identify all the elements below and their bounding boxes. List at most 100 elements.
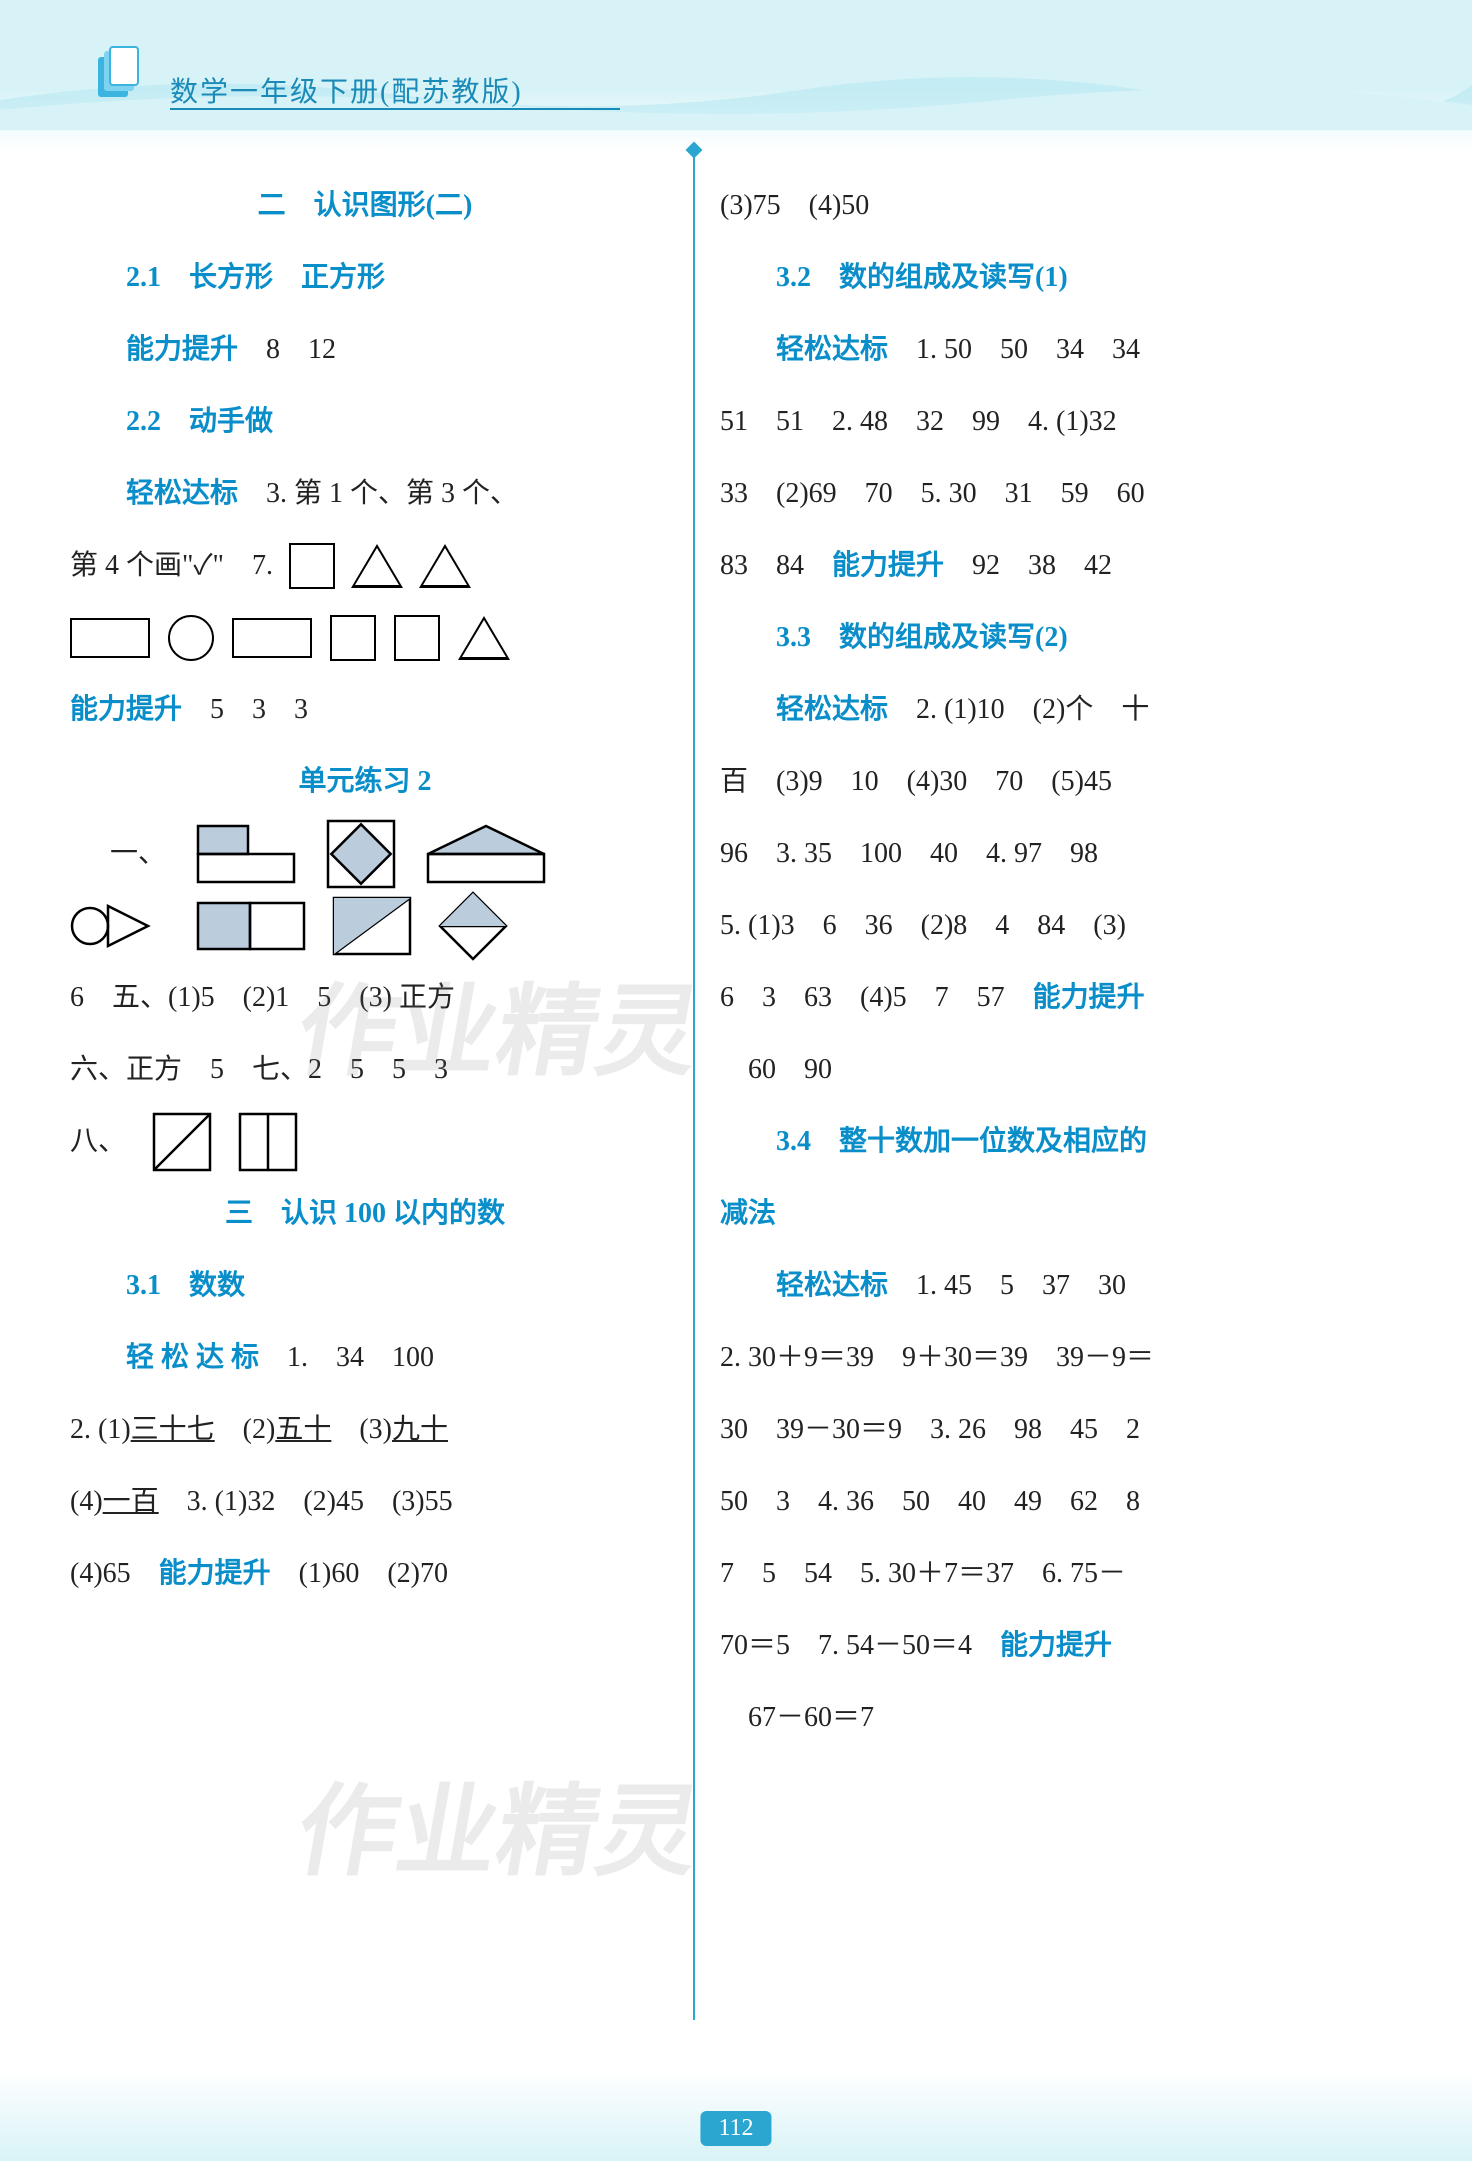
rect-shape (232, 618, 312, 658)
s33-l5: 6 3 63 (4)5 7 57 能力提升 (720, 962, 1390, 1034)
section-2-title: 二 认识图形(二) (70, 170, 660, 242)
compound-shape-7 (438, 891, 508, 961)
txt: 3. (1)32 (2)45 (3)55 (159, 1486, 453, 1517)
txt: (3) (331, 1414, 392, 1445)
txt: (1)60 (2)70 (271, 1558, 448, 1589)
section-3-2-title: 3.2 数的组成及读写(1) (720, 242, 1390, 314)
txt: 92 38 42 (944, 550, 1112, 581)
s22-q3: 轻松达标 3. 第 1 个、第 3 个、 (70, 458, 660, 530)
txt: 2. (1)10 (2)个 十 (888, 694, 1149, 725)
square-shape (330, 615, 376, 661)
txt: 6 3 63 (4)5 7 57 (720, 982, 1033, 1013)
s34-l4: 50 3 4. 36 50 40 49 62 8 (720, 1466, 1390, 1538)
triangle-shape (419, 544, 471, 588)
s34-l5: 7 5 54 5. 30＋7＝37 6. 75－ (720, 1538, 1390, 1610)
s34-l1: 轻松达标 1. 45 5 37 30 (720, 1250, 1390, 1322)
s31-line3: (4)一百 3. (1)32 (2)45 (3)55 (70, 1466, 660, 1538)
u2-r1-prefix: 一、 (110, 818, 166, 890)
easy-label: 轻 松 达 标 (126, 1342, 259, 1373)
s21-vals: 8 12 (238, 334, 336, 365)
s33-l3: 96 3. 35 100 40 4. 97 98 (720, 818, 1390, 890)
shape-row-2 (70, 602, 660, 674)
section-3-3-title: 3.3 数的组成及读写(2) (720, 602, 1390, 674)
triangle-shape (458, 616, 510, 660)
header-band: 数学一年级下册(配苏教版) (0, 0, 1472, 150)
rect-shape (70, 618, 150, 658)
s33-l2: 百 (3)9 10 (4)30 70 (5)45 (720, 746, 1390, 818)
easy-label: 轻松达标 (776, 1270, 888, 1301)
ability-label: 能力提升 (1000, 1630, 1112, 1661)
header-underline (170, 108, 620, 110)
unit2-row2 (70, 890, 660, 962)
right-column: (3)75 (4)50 3.2 数的组成及读写(1) 轻松达标 1. 50 50… (690, 170, 1390, 2020)
compound-shape-1 (196, 824, 296, 884)
page-number: 112 (700, 2111, 771, 2146)
ability-label: 能力提升 (70, 694, 182, 725)
s31-vals: 1. 34 100 (259, 1342, 434, 1373)
txt: (4) (70, 1486, 103, 1517)
compound-shape-2 (326, 819, 396, 889)
underlined: 一百 (103, 1486, 159, 1517)
txt: (2) (215, 1414, 276, 1445)
s34-l3: 30 39－30＝9 3. 26 98 45 2 (720, 1394, 1390, 1466)
square-shape (394, 615, 440, 661)
header-title: 数学一年级下册(配苏教版) (170, 70, 523, 110)
easy-label: 轻松达标 (126, 478, 238, 509)
book-icon (90, 45, 150, 105)
s34-l7: 67－60＝7 (720, 1682, 1390, 1754)
s34-l2: 2. 30＋9＝39 9＋30＝39 39－9＝ (720, 1322, 1390, 1394)
underlined: 三十七 (131, 1414, 215, 1445)
easy-label: 轻松达标 (776, 694, 888, 725)
compound-shape-3 (426, 824, 546, 884)
txt: 1. 45 5 37 30 (888, 1270, 1126, 1301)
unit-2-title: 单元练习 2 (70, 746, 660, 818)
split-square-diag (152, 1112, 212, 1172)
unit2-row1: 一、 (70, 818, 660, 890)
txt: 83 84 (720, 550, 832, 581)
underlined: 五十 (275, 1414, 331, 1445)
u2-r3: 6 五、(1)5 (2)1 5 (3) 正方 (70, 962, 660, 1034)
ability-label: 能力提升 (126, 334, 238, 365)
square-shape (289, 543, 335, 589)
s32-l4: 83 84 能力提升 92 38 42 (720, 530, 1390, 602)
r1: (3)75 (4)50 (720, 170, 1390, 242)
ability-label: 能力提升 (832, 550, 944, 581)
u2-r5-prefix: 八、 (70, 1106, 126, 1178)
unit2-row5: 八、 (70, 1106, 660, 1178)
page-num-band: 112 (0, 2101, 1472, 2161)
section-3-4-title: 3.4 整十数加一位数及相应的 (720, 1106, 1390, 1178)
s32-l1: 轻松达标 1. 50 50 34 34 (720, 314, 1390, 386)
s33-l1: 轻松达标 2. (1)10 (2)个 十 (720, 674, 1390, 746)
compound-shape-5 (196, 901, 306, 951)
s22-cap: 能力提升 5 3 3 (70, 674, 660, 746)
section-3-1-title: 3.1 数数 (70, 1250, 660, 1322)
split-square-vert (238, 1112, 298, 1172)
ability-label: 能力提升 (159, 1558, 271, 1589)
s22-cap-vals: 5 3 3 (182, 694, 308, 725)
txt: 70＝5 7. 54－50＝4 (720, 1630, 1000, 1661)
u2-r4: 六、正方 5 七、2 5 5 3 (70, 1034, 660, 1106)
circle-shape (168, 615, 214, 661)
page: 数学一年级下册(配苏教版) 二 认识图形(二) 2.1 长方形 正方形 能力提升… (0, 0, 1472, 2161)
s31-line4: (4)65 能力提升 (1)60 (2)70 (70, 1538, 660, 1610)
s31-line2: 2. (1)三十七 (2)五十 (3)九十 (70, 1394, 660, 1466)
s31-line1: 轻 松 达 标 1. 34 100 (70, 1322, 660, 1394)
easy-label: 轻松达标 (776, 334, 888, 365)
section-3-4-title-b: 减法 (720, 1178, 1390, 1250)
s32-l2: 51 51 2. 48 32 99 4. (1)32 (720, 386, 1390, 458)
s22-q3-text: 3. 第 1 个、第 3 个、 (238, 478, 518, 509)
left-column: 二 认识图形(二) 2.1 长方形 正方形 能力提升 8 12 2.2 动手做 … (70, 170, 690, 2020)
triangle-shape (351, 544, 403, 588)
s34-l6: 70＝5 7. 54－50＝4 能力提升 (720, 1610, 1390, 1682)
section-3-title: 三 认识 100 以内的数 (70, 1178, 660, 1250)
txt: 1. 50 50 34 34 (888, 334, 1140, 365)
txt: 2. (1) (70, 1414, 131, 1445)
txt: (4)65 (70, 1558, 159, 1589)
compound-shape-4 (70, 896, 170, 956)
section-2-1-title: 2.1 长方形 正方形 (70, 242, 660, 314)
compound-shape-6 (332, 896, 412, 956)
content-columns: 二 认识图形(二) 2.1 长方形 正方形 能力提升 8 12 2.2 动手做 … (0, 150, 1472, 2020)
s33-l4: 5. (1)3 6 36 (2)8 4 84 (3) (720, 890, 1390, 962)
ability-label: 能力提升 (1033, 982, 1145, 1013)
s22-q3-cont: 第 4 个画"✓" 7. (70, 530, 273, 602)
